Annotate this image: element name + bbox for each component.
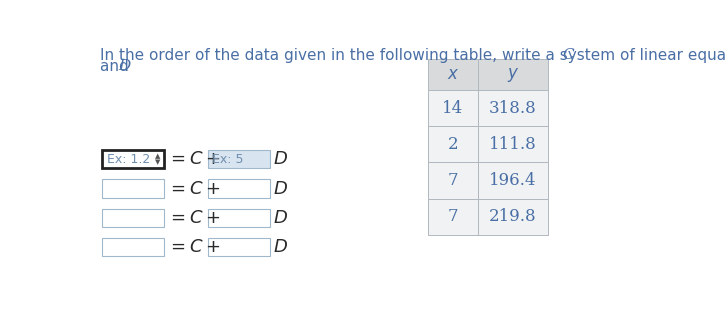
- Text: 14: 14: [442, 99, 464, 116]
- Bar: [478, 199, 548, 235]
- Bar: [208, 209, 270, 227]
- Text: $= C +$: $= C +$: [168, 238, 221, 256]
- Text: Ex: 1.2: Ex: 1.2: [107, 153, 150, 166]
- Bar: [428, 126, 478, 162]
- Text: $D$: $D$: [273, 180, 288, 198]
- Text: $y$: $y$: [507, 66, 519, 83]
- Bar: [102, 150, 164, 169]
- Text: 2: 2: [448, 136, 458, 153]
- Text: ▲: ▲: [155, 154, 160, 159]
- Text: $D$: $D$: [273, 238, 288, 256]
- Bar: [208, 179, 270, 198]
- Bar: [478, 162, 548, 199]
- Text: 219.8: 219.8: [489, 208, 537, 225]
- Bar: [478, 126, 548, 162]
- Bar: [208, 238, 270, 256]
- Bar: [102, 179, 164, 198]
- Bar: [428, 59, 478, 90]
- Text: $D$: $D$: [273, 150, 288, 168]
- Bar: [478, 90, 548, 126]
- Text: 318.8: 318.8: [489, 99, 537, 116]
- Text: Ex: 5: Ex: 5: [213, 153, 244, 166]
- Bar: [478, 59, 548, 90]
- Text: ▼: ▼: [155, 159, 160, 165]
- Bar: [102, 209, 164, 227]
- Bar: [428, 199, 478, 235]
- Text: 196.4: 196.4: [489, 172, 537, 189]
- Text: $= C +$: $= C +$: [168, 209, 221, 227]
- Text: In the order of the data given in the following table, write a system of linear : In the order of the data given in the fo…: [100, 48, 726, 63]
- Bar: [102, 238, 164, 256]
- Text: $= C +$: $= C +$: [168, 150, 221, 168]
- Text: C: C: [563, 48, 574, 62]
- Bar: [428, 162, 478, 199]
- Text: $D$: $D$: [273, 209, 288, 227]
- Text: $= C +$: $= C +$: [168, 180, 221, 198]
- Text: 7: 7: [448, 208, 458, 225]
- Bar: [428, 90, 478, 126]
- Text: 7: 7: [448, 172, 458, 189]
- Text: $x$: $x$: [446, 66, 460, 83]
- Text: and: and: [100, 59, 134, 74]
- Text: 111.8: 111.8: [489, 136, 537, 153]
- Bar: [208, 150, 270, 169]
- Text: .: .: [123, 59, 129, 74]
- Text: D: D: [118, 59, 131, 73]
